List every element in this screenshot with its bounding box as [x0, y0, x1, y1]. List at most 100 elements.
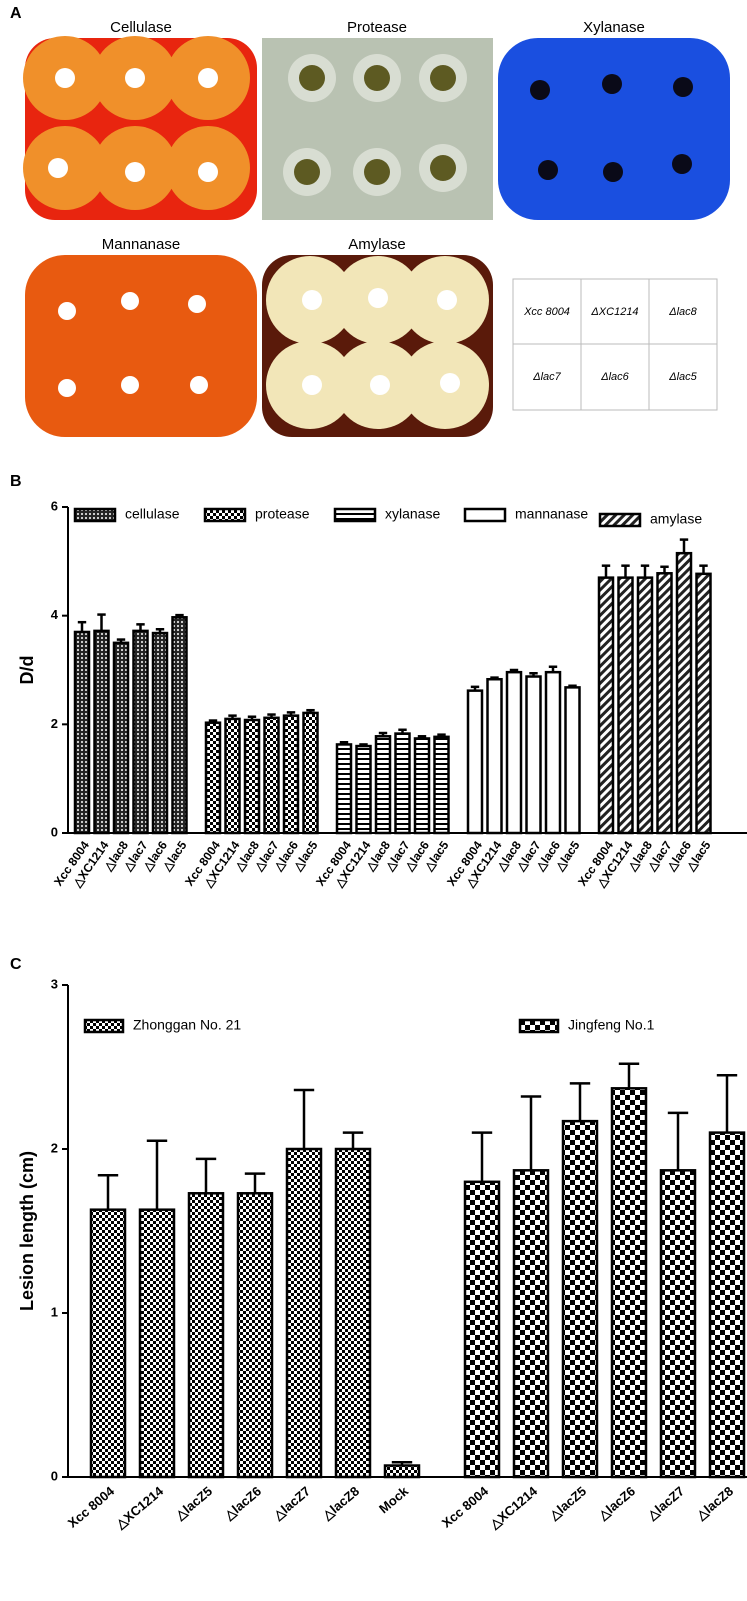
bar	[697, 574, 711, 833]
y-axis-label: Lesion length (cm)	[17, 1151, 37, 1311]
bar	[206, 723, 220, 833]
x-tick-label: △lacZ6	[595, 1483, 639, 1523]
x-tick-label: △lacZ5	[172, 1483, 216, 1523]
table-cell: ΔXC1214	[590, 306, 638, 318]
legend-label: protease	[255, 506, 310, 522]
bar	[337, 744, 351, 833]
legend-swatch	[75, 509, 115, 521]
bar	[114, 643, 128, 833]
table-cell: Xcc 8004	[523, 306, 570, 318]
bar	[677, 553, 691, 833]
x-tick-label: △XC1214	[112, 1483, 167, 1532]
bar	[376, 736, 390, 833]
table-cell: Δlac6	[600, 371, 629, 383]
bar	[415, 738, 429, 833]
y-tick-label: 0	[51, 824, 58, 839]
bar	[140, 1210, 174, 1477]
x-tick-label: △lacZ7	[270, 1483, 314, 1523]
legend-swatch	[335, 509, 375, 521]
plate-image	[25, 255, 257, 437]
panel-label: B	[10, 473, 22, 490]
bar	[658, 573, 672, 833]
y-tick-label: 1	[51, 1304, 58, 1319]
bar	[189, 1193, 223, 1477]
x-tick-label: △lacZ5	[546, 1483, 590, 1523]
y-axis-label: D/d	[17, 656, 37, 685]
bar	[153, 633, 167, 833]
bar	[488, 679, 502, 833]
y-tick-label: 6	[51, 498, 58, 513]
bar	[507, 672, 521, 833]
bar	[599, 578, 613, 833]
bar	[619, 578, 633, 833]
legend-swatch	[205, 509, 245, 521]
bar	[563, 1121, 597, 1477]
y-tick-label: 3	[51, 976, 58, 991]
layout-table	[513, 279, 717, 410]
table-cell: Δlac7	[532, 371, 561, 383]
bar	[546, 672, 560, 833]
legend-label: xylanase	[385, 506, 440, 522]
bar	[336, 1149, 370, 1477]
bar	[95, 631, 109, 833]
legend-swatch	[85, 1020, 123, 1032]
bar	[435, 737, 449, 833]
legend-swatch	[520, 1020, 558, 1032]
bar	[465, 1182, 499, 1477]
plate-title: Mannanase	[102, 236, 180, 253]
bar	[710, 1133, 744, 1477]
x-tick-label: Mock	[376, 1483, 412, 1516]
table-cell: Δlac5	[668, 371, 697, 383]
legend-label: mannanase	[515, 506, 588, 522]
bar	[238, 1193, 272, 1477]
plate-title: Cellulase	[110, 19, 172, 36]
legend-label: cellulase	[125, 506, 180, 522]
plate-title: Amylase	[348, 236, 406, 253]
x-tick-label: △XC1214	[486, 1483, 541, 1532]
figure: A Cellulase Protease Xylanase Mannanase …	[0, 0, 747, 1601]
bar	[226, 719, 240, 833]
x-tick-label: Xcc 8004	[65, 1483, 118, 1531]
panel-label: A	[10, 5, 22, 22]
bar	[245, 720, 259, 833]
bar	[304, 713, 318, 833]
bar	[638, 578, 652, 833]
bar	[612, 1088, 646, 1477]
bar	[396, 734, 410, 833]
plate-title: Xylanase	[583, 19, 645, 36]
panel-label: C	[10, 956, 22, 973]
plate-image	[498, 38, 730, 220]
x-tick-label: Xcc 8004	[439, 1483, 492, 1531]
legend-swatch	[600, 514, 640, 526]
y-tick-label: 2	[51, 716, 58, 731]
plate-image	[262, 255, 493, 437]
page: {"panel_a": {"label": "A", "plates": ["C…	[0, 0, 747, 1601]
bar	[287, 1149, 321, 1477]
bar	[357, 746, 371, 833]
x-tick-label: △lacZ6	[221, 1483, 265, 1523]
y-tick-label: 4	[51, 607, 59, 622]
bar	[661, 1170, 695, 1477]
legend-label: amylase	[650, 511, 702, 527]
bar	[566, 687, 580, 833]
bar	[514, 1170, 548, 1477]
x-tick-label: △lacZ8	[319, 1483, 363, 1523]
y-tick-label: 2	[51, 1140, 58, 1155]
bar	[527, 677, 541, 833]
y-tick-label: 0	[51, 1468, 58, 1483]
plate-image	[262, 38, 493, 220]
x-tick-label: △lacZ8	[693, 1483, 737, 1523]
bar	[91, 1210, 125, 1477]
plate-title: Protease	[347, 19, 407, 36]
bar	[173, 617, 187, 833]
x-tick-label: △lacZ7	[644, 1483, 688, 1523]
bar	[265, 718, 279, 833]
bar	[468, 691, 482, 833]
plate-image	[23, 36, 257, 220]
legend-label: Jingfeng No.1	[568, 1017, 655, 1033]
bar	[134, 631, 148, 833]
legend-swatch	[465, 509, 505, 521]
bar	[385, 1466, 419, 1477]
bar	[284, 716, 298, 833]
bar	[75, 632, 89, 833]
